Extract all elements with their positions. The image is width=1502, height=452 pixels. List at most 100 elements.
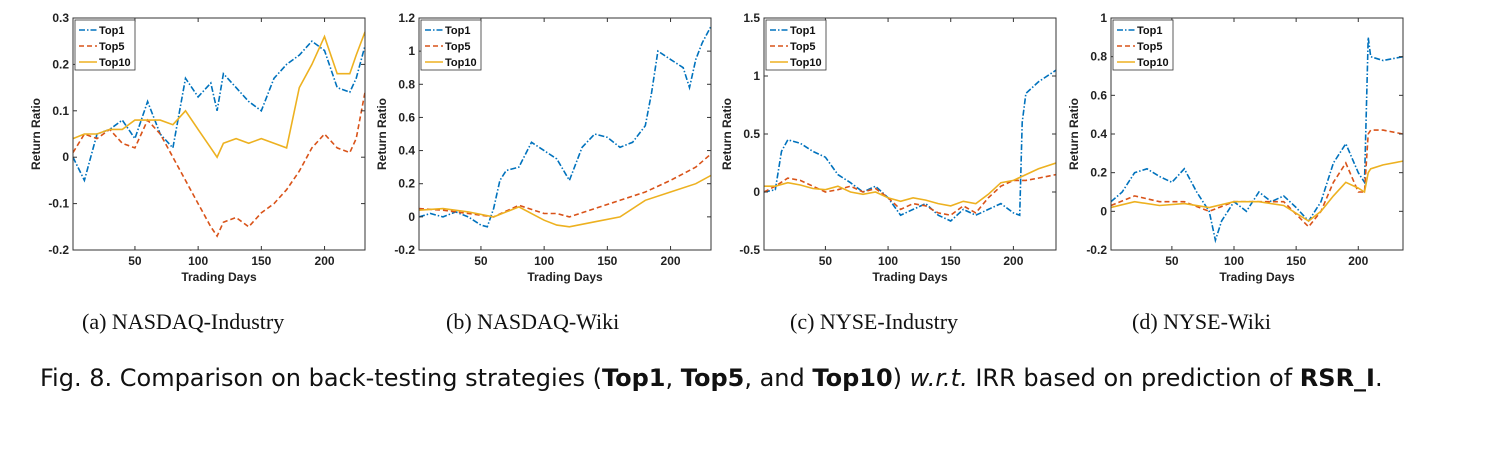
series-line-top1 (764, 69, 1056, 222)
y-tick-label: 0.2 (52, 57, 69, 71)
y-tick-label: 1.5 (743, 11, 760, 25)
series-line-top5 (1111, 129, 1403, 229)
y-tick-label: -0.1 (48, 197, 69, 211)
x-tick-label: 50 (1165, 254, 1179, 268)
legend: Top1 Top5 Top10 (420, 19, 482, 71)
series-line-top10 (73, 31, 365, 159)
y-tick-label: -0.2 (394, 243, 415, 257)
series-line-top10 (419, 174, 711, 228)
x-tick-label: 100 (188, 254, 208, 268)
y-tick-label: 1 (1100, 11, 1107, 25)
y-tick-label: 0.8 (1090, 50, 1107, 64)
series-line-top5 (419, 153, 711, 218)
caption-sep1: , (665, 364, 681, 392)
caption-prefix: Fig. 8. Comparison on back-testing strat… (40, 364, 602, 392)
x-tick-label: 200 (1348, 254, 1368, 268)
caption-top5: Top5 (680, 364, 745, 392)
y-tick-label: 0.2 (398, 177, 415, 191)
subcaption-c: (c) NYSE-Industry (790, 309, 959, 334)
series-line-top5 (764, 173, 1056, 217)
series-line-top5 (73, 92, 365, 238)
chart-panel-3: 50 100 150 200 -0.5 0 0.5 1 1.5 Trading Days Retur… (720, 11, 1057, 284)
legend-label-top1: Top1 (99, 25, 124, 37)
x-tick-label: 150 (251, 254, 271, 268)
x-tick-label: 50 (128, 254, 142, 268)
plot-frame (418, 17, 712, 251)
y-tick-label: 0.4 (1090, 127, 1107, 141)
legend-label-top1: Top1 (445, 25, 470, 37)
y-axis-label: Return Ratio (720, 98, 734, 170)
caption-model: RSR_I (1299, 364, 1375, 392)
x-axis-label: Trading Days (1219, 270, 1295, 284)
subcaption-b: (b) NASDAQ-Wiki (446, 309, 620, 334)
figure-caption: Fig. 8. Comparison on back-testing strat… (40, 360, 1480, 396)
y-tick-label: 0 (62, 150, 69, 164)
y-tick-label: -0.2 (1086, 243, 1107, 257)
plot-frame (72, 17, 366, 251)
y-axis-label: Return Ratio (1067, 98, 1081, 170)
legend: Top1 Top5 Top10 (1112, 19, 1174, 71)
x-tick-label: 50 (819, 254, 833, 268)
y-axis-label: Return Ratio (375, 98, 389, 170)
legend-label-top1: Top1 (790, 25, 815, 37)
y-tick-label: 0.2 (1090, 166, 1107, 180)
caption-suffix: IRR based on prediction of (967, 364, 1300, 392)
legend-label-top5: Top5 (445, 41, 470, 53)
x-tick-label: 100 (878, 254, 898, 268)
legend-label-top5: Top5 (1137, 41, 1162, 53)
series-line-top1 (73, 40, 365, 183)
legend-box (1112, 19, 1174, 71)
y-tick-label: 0 (753, 185, 760, 199)
y-tick-label: 0.1 (52, 104, 69, 118)
caption-sep2: , and (744, 364, 813, 392)
x-tick-label: 200 (661, 254, 681, 268)
series-line-top10 (764, 162, 1056, 207)
legend-label-top10: Top10 (445, 57, 477, 69)
y-tick-label: 1 (753, 69, 760, 83)
subcaption-a: (a) NASDAQ-Industry (82, 309, 285, 334)
legend: Top1 Top5 Top10 (74, 19, 136, 71)
y-tick-label: 0.6 (1090, 88, 1107, 102)
y-tick-label: -0.5 (739, 243, 760, 257)
series-line-top1 (419, 25, 711, 228)
y-tick-label: 0 (408, 210, 415, 224)
legend: Top1 Top5 Top10 (765, 19, 827, 71)
x-tick-label: 200 (315, 254, 335, 268)
y-tick-label: 0.6 (398, 110, 415, 124)
caption-top10: Top10 (812, 364, 893, 392)
x-axis-label: Trading Days (527, 270, 603, 284)
chart-panel-1: 50 100 150 200 -0.2 -0.1 0 0.1 0.2 0.3 Trading Day… (29, 11, 366, 284)
y-tick-label: 1.2 (398, 11, 415, 25)
legend-label-top5: Top5 (790, 41, 815, 53)
y-tick-label: -0.2 (48, 243, 69, 257)
y-tick-label: 0 (1100, 204, 1107, 218)
subcaption-d: (d) NYSE-Wiki (1132, 309, 1272, 334)
x-tick-label: 100 (534, 254, 554, 268)
chart-panel-4: 50 100 150 200 -0.2 0 0.2 0.4 0.6 0.8 1 Trading Day… (1067, 11, 1404, 284)
series-line-top10 (1111, 160, 1403, 222)
x-tick-label: 50 (474, 254, 488, 268)
legend-label-top10: Top10 (99, 57, 131, 69)
legend-label-top10: Top10 (790, 57, 822, 69)
y-tick-label: 1 (408, 44, 415, 58)
x-tick-label: 150 (597, 254, 617, 268)
legend-label-top5: Top5 (99, 41, 124, 53)
y-tick-label: 0.5 (743, 127, 760, 141)
y-tick-label: 0.4 (398, 144, 415, 158)
caption-mid: ) (892, 364, 910, 392)
caption-end: . (1374, 364, 1383, 392)
chart-panel-2: 50 100 150 200 -0.2 0 0.2 0.4 0.6 0.8 1 1.2 Trading … (375, 11, 712, 284)
x-tick-label: 100 (1224, 254, 1244, 268)
legend-label-top1: Top1 (1137, 25, 1162, 37)
x-tick-label: 150 (941, 254, 961, 268)
legend-label-top10: Top10 (1137, 57, 1169, 69)
x-tick-label: 200 (1003, 254, 1023, 268)
x-tick-label: 150 (1286, 254, 1306, 268)
caption-top1: Top1 (601, 364, 666, 392)
y-axis-label: Return Ratio (29, 98, 43, 170)
caption-wrt: w.r.t. (909, 364, 968, 392)
x-axis-label: Trading Days (181, 270, 257, 284)
y-tick-label: 0.3 (52, 11, 69, 25)
